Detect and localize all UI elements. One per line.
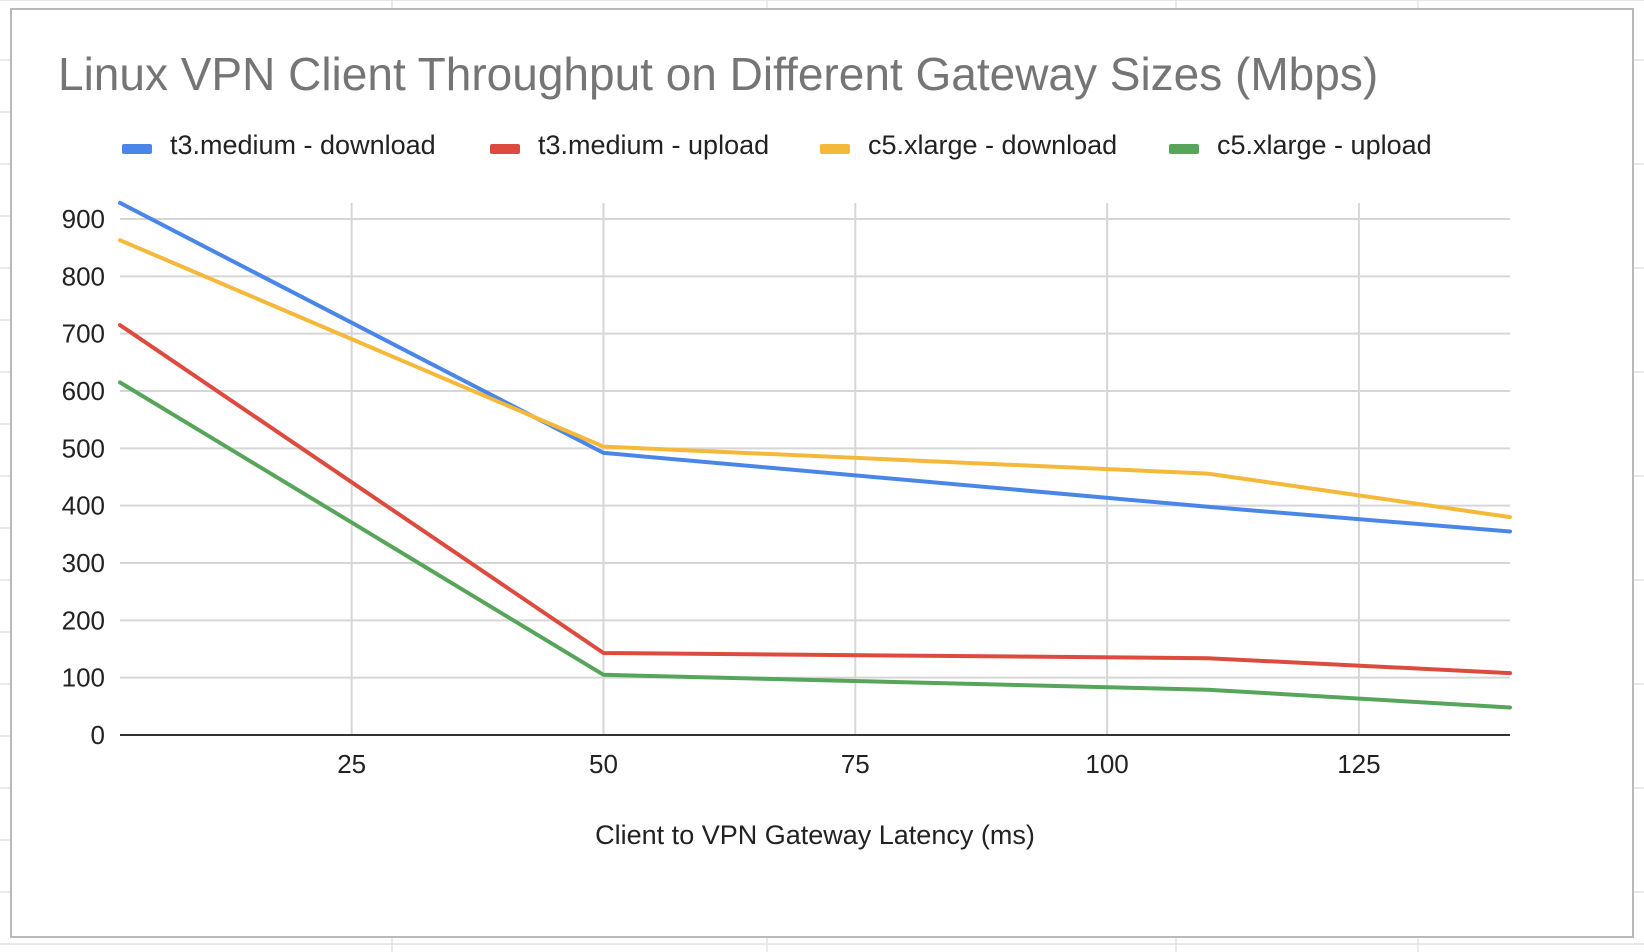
x-tick-label: 100 [1085,749,1128,779]
legend-item[interactable]: c5.xlarge - download [820,130,1117,160]
x-axis-ticks: 25 50 75 100 125 [337,749,1380,779]
x-tick-label: 50 [589,749,618,779]
y-tick-label: 100 [62,663,105,693]
legend-label-t3-medium-download: t3.medium - download [170,130,436,160]
legend-swatch-c5-xlarge-download [820,144,850,154]
y-tick-label: 600 [62,376,105,406]
y-tick-label: 800 [62,261,105,291]
x-tick-label: 75 [841,749,870,779]
chart-gridlines [120,203,1510,735]
legend-label-c5-xlarge-upload: c5.xlarge - upload [1217,130,1432,160]
legend-item[interactable]: t3.medium - upload [490,130,769,160]
chart-title: Linux VPN Client Throughput on Different… [58,48,1378,100]
legend-item[interactable]: c5.xlarge - upload [1169,130,1432,160]
y-tick-label: 700 [62,319,105,349]
y-tick-label: 900 [62,204,105,234]
legend-swatch-t3-medium-download [122,144,152,154]
series-line-c5-xlarge-download[interactable] [118,238,1512,520]
y-tick-label: 300 [62,548,105,578]
legend-swatch-c5-xlarge-upload [1169,144,1199,154]
chart-legend: t3.medium - download t3.medium - upload … [122,130,1432,160]
line-chart[interactable]: Linux VPN Client Throughput on Different… [10,8,1634,938]
x-tick-label: 25 [337,749,366,779]
series-line-t3-medium-download[interactable] [118,200,1512,534]
legend-item[interactable]: t3.medium - download [122,130,436,160]
x-axis-title: Client to VPN Gateway Latency (ms) [595,820,1035,850]
legend-label-c5-xlarge-download: c5.xlarge - download [868,130,1117,160]
y-tick-label: 200 [62,605,105,635]
legend-label-t3-medium-upload: t3.medium - upload [538,130,769,160]
x-tick-label: 125 [1337,749,1380,779]
series-line-c5-xlarge-upload[interactable] [118,380,1512,710]
y-axis-ticks: 0 100 200 300 400 500 600 700 800 900 [62,204,105,750]
series-line-t3-medium-upload[interactable] [118,323,1512,676]
legend-swatch-t3-medium-upload [490,144,520,154]
y-tick-label: 0 [91,720,105,750]
y-tick-label: 500 [62,433,105,463]
chart-series [118,200,1512,710]
y-tick-label: 400 [62,491,105,521]
